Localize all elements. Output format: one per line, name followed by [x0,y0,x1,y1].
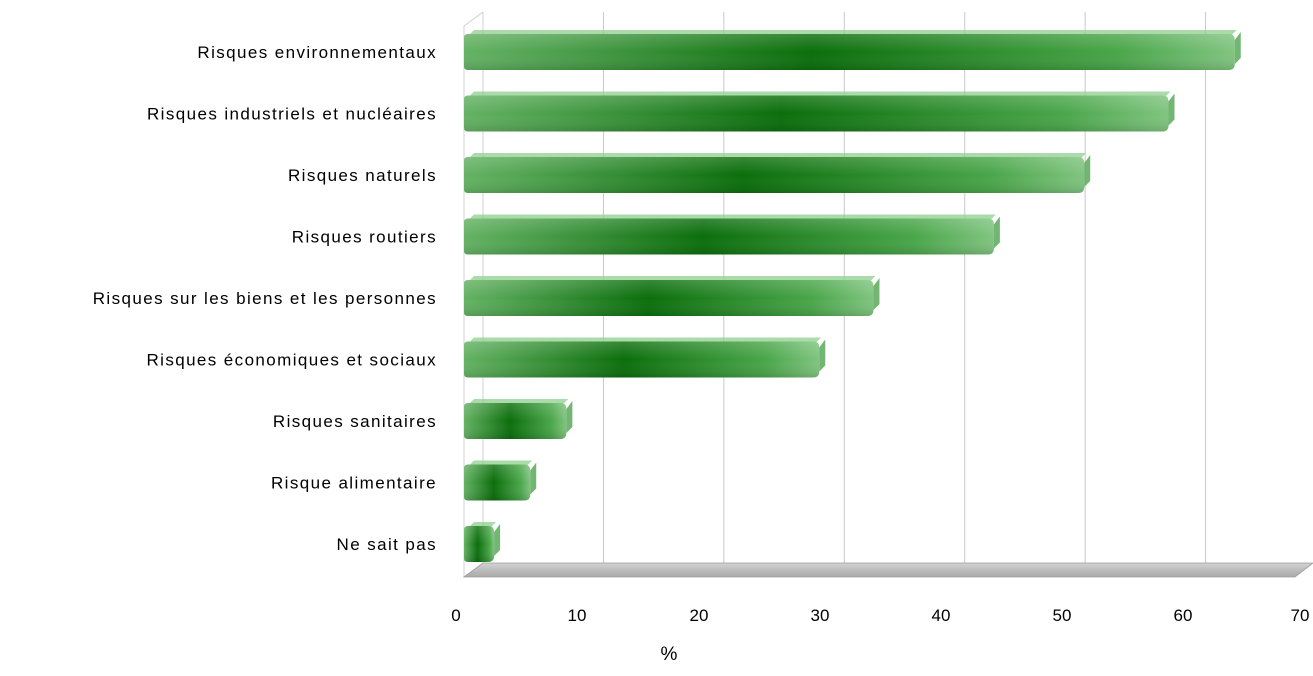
plot-floor [462,562,1313,578]
category-label: Risque alimentaire [271,474,437,493]
category-label: Ne sait pas [337,535,437,554]
x-tick-label: 40 [932,606,951,625]
floor-surface [462,562,1313,578]
bar [464,399,573,439]
bar [464,153,1091,193]
x-tick-label: 50 [1053,606,1072,625]
category-label: Risques naturels [288,166,437,185]
category-label: Risques industriels et nucléaires [147,105,437,124]
category-label: Risques routiers [292,228,437,247]
x-tick-label: 20 [690,606,709,625]
category-label: Risques environnementaux [197,43,437,62]
x-tick-label: 60 [1174,606,1193,625]
bar [464,214,1000,255]
x-tick-label: 70 [1291,606,1310,625]
category-label: Risques économiques et sociaux [146,351,437,370]
bars [464,30,1241,562]
category-label: Risques sur les biens et les personnes [93,289,437,308]
bar [464,91,1175,132]
category-labels: Risques environnementaux Risques industri… [93,43,437,554]
x-tick-labels: 0 10 20 30 40 50 60 70 [451,606,1309,625]
bar [464,460,537,501]
x-tick-label: 0 [451,606,460,625]
bar [464,276,880,316]
bar [464,522,501,562]
x-tick-label: 30 [811,606,830,625]
x-axis-title: % [661,644,678,665]
bar [464,30,1241,70]
category-label: Risques sanitaires [273,412,437,431]
bar [464,337,826,378]
x-tick-label: 10 [568,606,587,625]
